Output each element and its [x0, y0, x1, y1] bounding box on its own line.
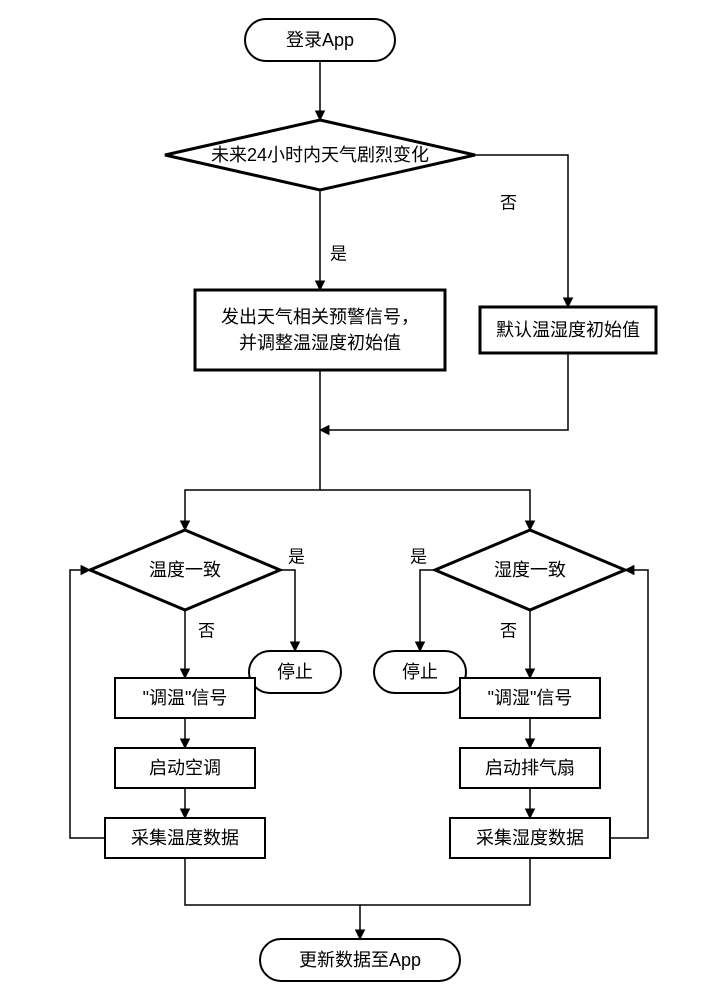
- node-fan_on: 启动排气扇: [460, 748, 600, 788]
- node-label: 温度一致: [149, 560, 221, 580]
- node-p_warn: 发出天气相关预警信号， 并调整温湿度初始值: [195, 290, 445, 370]
- node-label: 停止: [277, 662, 313, 682]
- node-col_temp: 采集温度数据: [105, 818, 265, 858]
- node-label: 发出天气相关预警信号，: [221, 307, 419, 327]
- node-label: 登录App: [286, 30, 354, 50]
- edge: [610, 570, 648, 838]
- node-stop_l: 停止: [249, 651, 341, 693]
- edges-layer: [70, 61, 648, 939]
- node-label: 默认温湿度初始值: [496, 320, 640, 340]
- node-label: 湿度一致: [494, 560, 566, 580]
- node-label: 停止: [402, 662, 438, 682]
- edge: [185, 858, 360, 939]
- node-label: 未来24小时内天气剧烈变化: [211, 145, 429, 165]
- edge: [420, 570, 435, 651]
- edge-label-temp_no: 否: [198, 621, 215, 640]
- edge: [280, 570, 295, 651]
- node-label: 采集温度数据: [131, 828, 239, 848]
- node-stop_r: 停止: [374, 651, 466, 693]
- node-label: 采集湿度数据: [476, 828, 584, 848]
- edge-label-temp_yes: 是: [288, 547, 305, 566]
- edge-label-weather_no: 否: [500, 193, 517, 212]
- edge-label-humid_no: 否: [500, 621, 517, 640]
- node-label: 并调整温湿度初始值: [239, 333, 401, 353]
- node-d_weather: 未来24小时内天气剧烈变化: [165, 120, 475, 190]
- edge: [360, 858, 530, 905]
- node-ac_on: 启动空调: [115, 748, 255, 788]
- node-start: 登录App: [245, 19, 395, 61]
- flowchart-canvas: 登录App 未来24小时内天气剧烈变化发出天气相关预警信号， 并调整温湿度初始值 默认…: [0, 0, 713, 1000]
- node-sig_humid: "调湿"信号: [460, 678, 600, 718]
- edge: [70, 570, 105, 838]
- edge: [320, 490, 530, 530]
- node-label: "调湿"信号: [488, 688, 573, 708]
- node-d_humid: 湿度一致: [435, 530, 625, 610]
- edge-label-humid_yes: 是: [410, 547, 427, 566]
- node-col_humid: 采集湿度数据: [450, 818, 610, 858]
- node-d_temp: 温度一致: [90, 530, 280, 610]
- node-label: 更新数据至App: [299, 950, 421, 970]
- nodes-layer: 登录App 未来24小时内天气剧烈变化发出天气相关预警信号， 并调整温湿度初始值 默认…: [90, 19, 656, 981]
- node-p_default: 默认温湿度初始值: [480, 307, 656, 353]
- node-sig_temp: "调温"信号: [115, 678, 255, 718]
- edge: [475, 155, 568, 307]
- node-label: 启动空调: [149, 758, 221, 778]
- node-label: 启动排气扇: [485, 758, 575, 778]
- edge: [185, 370, 320, 530]
- node-label: "调温"信号: [143, 688, 228, 708]
- node-end: 更新数据至App: [260, 939, 460, 981]
- edge-label-weather_yes: 是: [330, 244, 347, 263]
